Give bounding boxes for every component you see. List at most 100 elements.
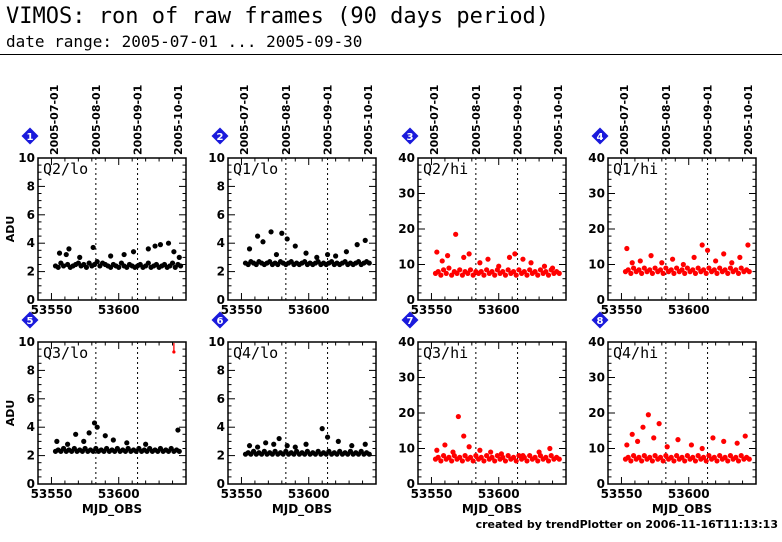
- data-point: [640, 424, 646, 430]
- data-point: [625, 454, 631, 460]
- data-point: [319, 426, 325, 432]
- data-point: [735, 270, 742, 276]
- y-tick-label: 10: [398, 258, 415, 272]
- data-point: [165, 240, 172, 246]
- badge-number: 8: [597, 316, 604, 327]
- data-point: [527, 267, 533, 273]
- data-point: [255, 444, 261, 450]
- data-point: [648, 253, 654, 259]
- data-point: [169, 260, 176, 266]
- data-point: [742, 433, 748, 439]
- data-point: [734, 440, 740, 446]
- data-point: [473, 453, 479, 459]
- date-tick-label: 2005-10-01: [742, 85, 755, 155]
- data-point: [637, 258, 643, 264]
- y-tick-label: 0: [407, 477, 415, 491]
- data-point: [446, 265, 452, 271]
- x-tick-label: 53550: [31, 303, 73, 317]
- chart-panel-3: 0 10 20 30 40 53550 53600 2005-07-01 2005-08-01 2…: [398, 85, 567, 317]
- data-point: [674, 265, 680, 271]
- data-point: [60, 263, 67, 269]
- data-point: [260, 239, 266, 245]
- data-point: [711, 454, 717, 460]
- data-point: [343, 249, 349, 255]
- data-point: [505, 453, 511, 459]
- data-point: [440, 267, 447, 273]
- badge-icon: [591, 127, 609, 145]
- data-point: [513, 458, 519, 464]
- x-tick-label: 53550: [411, 487, 453, 501]
- data-point: [543, 269, 549, 275]
- data-point: [639, 270, 645, 276]
- data-point: [714, 270, 720, 276]
- data-point: [175, 427, 181, 433]
- data-point: [532, 269, 538, 275]
- badge-icon: [401, 127, 419, 145]
- y-tick-label: 10: [18, 151, 35, 165]
- data-point: [492, 458, 498, 464]
- data-point: [83, 264, 90, 270]
- plot-frame: [37, 341, 187, 485]
- data-point: [470, 272, 476, 278]
- y-tick-label: 40: [588, 151, 605, 165]
- data-point: [628, 458, 634, 464]
- data-point: [537, 267, 544, 273]
- badge-number: 2: [217, 132, 224, 143]
- data-point: [488, 449, 494, 455]
- data-point: [466, 444, 472, 450]
- data-point: [668, 267, 674, 273]
- data-point: [535, 458, 541, 464]
- data-point: [639, 458, 645, 464]
- date-tick-label: 2005-09-01: [702, 85, 715, 155]
- data-point: [477, 260, 483, 266]
- data-point: [727, 265, 734, 271]
- data-point: [449, 272, 455, 278]
- data-point: [521, 269, 527, 275]
- panel-label: Q3/lo: [43, 344, 88, 362]
- data-point: [746, 456, 752, 462]
- y-tick-label: 40: [588, 335, 605, 349]
- data-point: [733, 267, 739, 273]
- badge-icon: [211, 311, 229, 329]
- data-point: [722, 454, 728, 460]
- data-point: [545, 458, 552, 464]
- data-point: [669, 256, 676, 262]
- data-point: [461, 433, 467, 439]
- data-point: [86, 430, 92, 436]
- x-axis-label: MJD_OBS: [82, 502, 142, 517]
- y-tick-label: 4: [217, 236, 225, 250]
- data-point: [541, 263, 548, 269]
- data-point: [543, 454, 549, 460]
- data-point: [516, 267, 522, 273]
- data-point: [738, 265, 744, 271]
- y-tick-label: 0: [597, 293, 605, 307]
- data-point: [94, 259, 100, 265]
- panel-label: Q4/hi: [613, 344, 658, 362]
- x-tick-label: 53600: [478, 487, 520, 501]
- plot-frame: [607, 157, 757, 301]
- data-point: [721, 251, 727, 257]
- panel-label: Q4/lo: [233, 344, 278, 362]
- data-point: [246, 443, 253, 449]
- data-point: [652, 265, 658, 271]
- data-point: [699, 445, 705, 452]
- x-tick-label: 53550: [601, 487, 643, 501]
- x-axis-label: MJD_OBS: [272, 502, 332, 517]
- x-tick-label: 53600: [98, 487, 140, 501]
- y-tick-label: 20: [588, 222, 605, 236]
- data-point: [496, 263, 502, 269]
- data-point: [143, 441, 149, 447]
- badge-icon: [591, 311, 609, 329]
- data-point: [465, 270, 471, 276]
- data-point: [434, 249, 440, 255]
- data-point: [700, 454, 707, 460]
- data-point: [467, 267, 474, 273]
- data-point: [711, 267, 717, 273]
- data-point: [545, 272, 552, 278]
- data-point: [649, 458, 656, 464]
- x-tick-label: 53600: [478, 303, 520, 317]
- badge-number: 3: [407, 132, 414, 143]
